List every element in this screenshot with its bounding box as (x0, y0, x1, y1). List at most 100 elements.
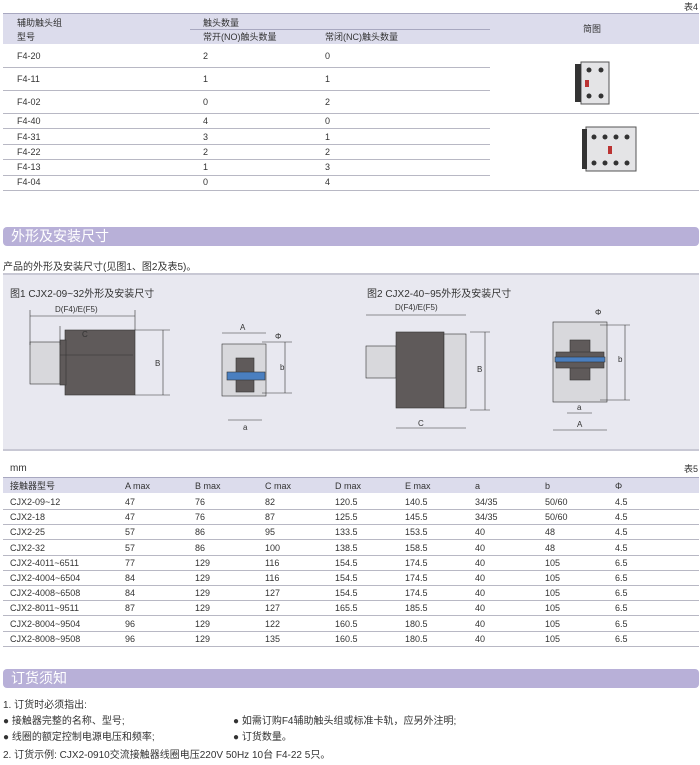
table4-count-cell: 2 (203, 51, 209, 61)
table5-value-cell: 6.5 (615, 603, 628, 614)
row-divider (3, 585, 699, 586)
table5-value-cell: 135 (265, 633, 281, 644)
table5-header-cell: D max (335, 481, 362, 491)
table4-model-cell: F4-20 (17, 51, 41, 61)
ordering-bullet: ● 如需订购F4辅助触头组或标准卡轨，应另外注明; (233, 716, 457, 727)
table5-value-cell: 116 (265, 557, 280, 568)
table5-value-cell: 87 (265, 512, 276, 523)
table5-header-cell: a (475, 481, 481, 491)
ordering-item1: 1. 订货时必须指出: (3, 700, 87, 711)
table5-value-cell: 96 (125, 618, 136, 629)
table4-count-cell: 0 (325, 116, 331, 126)
row-divider (3, 615, 699, 617)
row-divider (3, 128, 490, 129)
f4-4pole-image (582, 126, 637, 172)
table4-count-cell: 1 (203, 74, 209, 84)
row-divider (3, 175, 490, 176)
table5-header (3, 477, 699, 493)
table5-value-cell: 40 (475, 588, 486, 599)
fig1-c-label: C (82, 330, 88, 339)
table5-value-cell: 105 (545, 573, 561, 583)
fig1-a-lower-label: a (243, 423, 248, 432)
table4-count-cell: 4 (203, 116, 209, 126)
table5-value-cell: 154.5 (335, 588, 358, 599)
table4-header (3, 13, 699, 44)
row-divider (3, 645, 699, 647)
table5-model-cell: CJX2-4008~6508 (10, 588, 81, 599)
table5-value-cell: 129 (195, 573, 211, 583)
table4-count-cell: 0 (325, 51, 331, 61)
table5-header-cell: E max (405, 481, 431, 491)
table4-model-cell: F4-04 (17, 177, 41, 187)
table5-value-cell: 76 (195, 512, 206, 523)
table5-value-cell: 140.5 (405, 497, 428, 507)
header-group: 辅助触头组 (17, 18, 63, 28)
dimension-drawings: D(F4)/E(F5) C B A Φ b a D(F4)/E(F5) C B … (29, 303, 630, 432)
table5-value-cell: 129 (195, 588, 211, 599)
table5-value-cell: 40 (475, 633, 486, 644)
table5-value-cell: 129 (195, 633, 211, 644)
table5-value-cell: 47 (125, 512, 136, 523)
table5-value-cell: 180.5 (405, 633, 428, 644)
row-divider (3, 630, 699, 632)
fig2-side-view (365, 314, 490, 429)
fig2-d-label: D(F4)/E(F5) (395, 303, 438, 312)
row-divider (3, 90, 490, 91)
ordering-bullet: ● 线圈的额定控制电源电压和频率; (3, 732, 155, 743)
table4-count-cell: 0 (203, 97, 209, 107)
table5-value-cell: 48 (545, 542, 556, 553)
table5-value-cell: 40 (475, 573, 486, 583)
table4-count-cell: 1 (203, 162, 209, 172)
table5-value-cell: 125.5 (335, 512, 358, 523)
table5-value-cell: 174.5 (405, 573, 428, 583)
row-divider (3, 569, 699, 571)
table4-model-cell: F4-22 (17, 147, 41, 157)
table4-count-cell: 0 (203, 177, 209, 187)
table5-value-cell: 100 (265, 542, 281, 553)
table5-value-cell: 6.5 (615, 573, 628, 583)
table5-value-cell: 6.5 (615, 633, 628, 644)
table4-model-cell: F4-11 (17, 74, 40, 84)
table5-model-cell: CJX2-8004~9504 (10, 618, 81, 629)
table4-model-cell: F4-02 (17, 97, 41, 107)
fig2-phi-label: Φ (595, 308, 601, 317)
table5-model-cell: CJX2-25 (10, 527, 46, 538)
row-divider (3, 600, 699, 602)
fig2-a-upper-label: A (577, 420, 583, 429)
row-divider (3, 539, 699, 541)
fig1-b-label: B (155, 359, 160, 368)
row-divider (3, 554, 699, 556)
section-title-ordering: 订货须知 (3, 669, 699, 688)
table5-value-cell: 48 (545, 527, 556, 538)
table5-value-cell: 127 (265, 603, 281, 614)
table4-model-cell: F4-13 (17, 162, 41, 172)
f4-2pole-image (575, 61, 610, 105)
table5-value-cell: 133.5 (335, 527, 358, 538)
table5-header-cell: 接触器型号 (10, 481, 56, 491)
table5-value-cell: 86 (195, 542, 206, 553)
table5-value-cell: 120.5 (335, 497, 358, 507)
table5-unit: mm (10, 463, 27, 474)
table5-value-cell: 87 (125, 603, 136, 614)
table5-value-cell: 145.5 (405, 512, 428, 523)
table5-header-cell: A max (125, 481, 151, 491)
table5-model-cell: CJX2-8011~9511 (10, 603, 79, 614)
table5-value-cell: 174.5 (405, 557, 428, 568)
table5-value-cell: 57 (125, 527, 136, 538)
row-divider (3, 113, 699, 114)
table5-value-cell: 6.5 (615, 618, 628, 629)
fig1-front-view (221, 332, 292, 421)
table5-value-cell: 165.5 (335, 603, 358, 614)
row-divider (3, 524, 699, 526)
fig1-a-upper-label: A (240, 323, 246, 332)
table5-value-cell: 84 (125, 588, 136, 599)
table5-header-cell: C max (265, 481, 292, 491)
table5-value-cell: 47 (125, 497, 136, 507)
header-no: 常开(NO)触头数量 (203, 32, 277, 42)
table5-model-cell: CJX2-4011~6511 (10, 557, 79, 568)
table5-value-cell: 40 (475, 542, 486, 553)
table5-value-cell: 57 (125, 542, 136, 553)
table5-value-cell: 158.5 (405, 542, 428, 553)
table5-value-cell: 77 (125, 557, 136, 568)
table5-model-cell: CJX2-18 (10, 512, 46, 523)
